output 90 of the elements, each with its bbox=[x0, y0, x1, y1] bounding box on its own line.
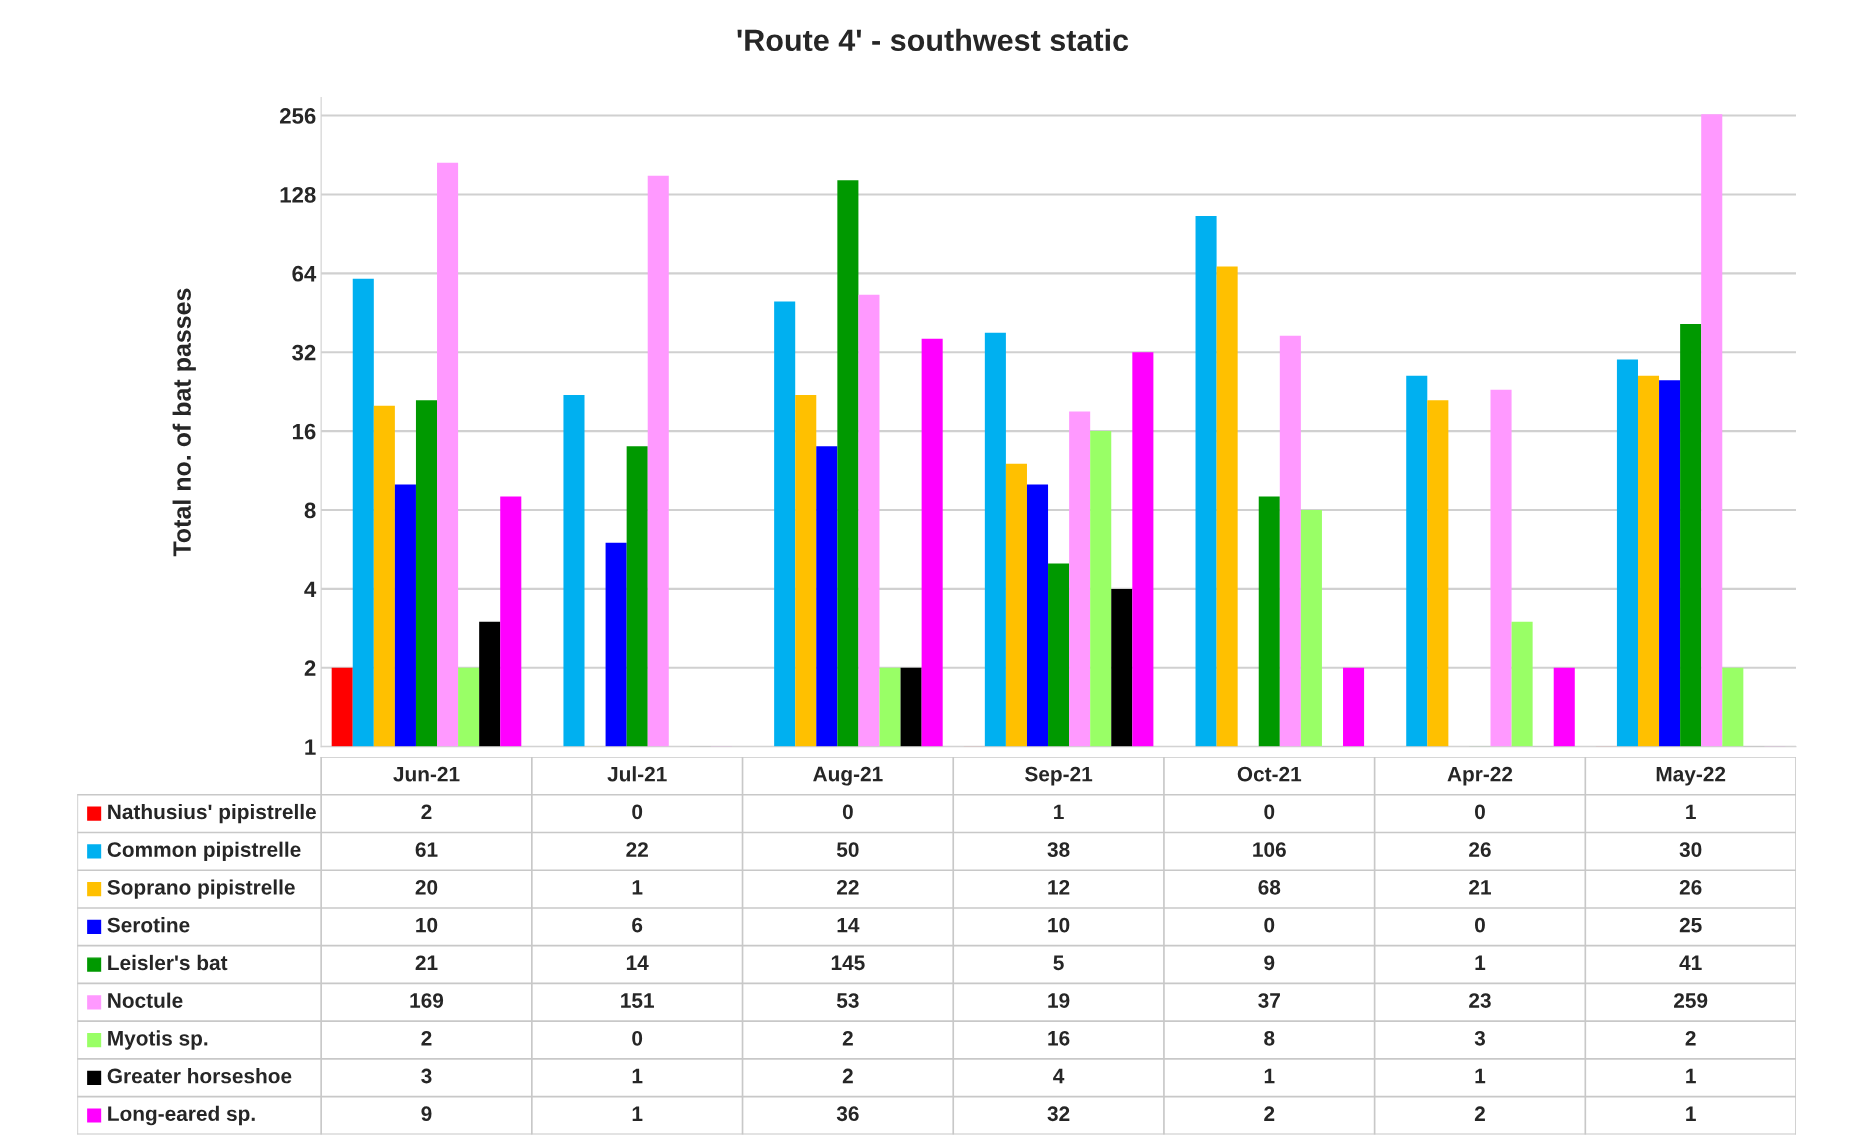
data-label: 38 bbox=[1047, 842, 1070, 857]
x-tick-label: Sep-21 bbox=[1025, 766, 1093, 786]
legend-label: Serotine bbox=[107, 917, 190, 933]
legend-label: Soprano pipistrelle bbox=[107, 879, 295, 899]
data-label: 23 bbox=[1469, 993, 1491, 1008]
x-tick-label: Jun-21 bbox=[393, 766, 460, 782]
text: 0 bbox=[1475, 804, 1485, 820]
data-label: 32 bbox=[1047, 1106, 1070, 1122]
data-label: 2 bbox=[842, 1068, 853, 1084]
data-label: 1 bbox=[1054, 804, 1064, 820]
data-label: 21 bbox=[415, 955, 438, 970]
data-label: 1 bbox=[1475, 955, 1486, 970]
data-label: 5 bbox=[1053, 955, 1064, 971]
data-label: 21 bbox=[1469, 879, 1491, 895]
legend-label: Myotis sp. bbox=[108, 1030, 208, 1050]
text: 0 bbox=[842, 804, 853, 820]
data-label: 37 bbox=[1258, 993, 1280, 1008]
y-tick-label: 128 bbox=[280, 186, 316, 203]
data-label: 19 bbox=[1048, 993, 1070, 1008]
data-label: 1 bbox=[1475, 1068, 1486, 1084]
y-tick-label: 64 bbox=[292, 265, 317, 282]
data-label: 145 bbox=[831, 955, 865, 971]
legend-label: Noctule bbox=[108, 992, 183, 1008]
data-label: 53 bbox=[836, 993, 859, 1008]
chart-title: 'Route 4' - southwest static bbox=[737, 28, 1129, 52]
data-label: 2 bbox=[1474, 1106, 1485, 1121]
data-label: 16 bbox=[1048, 1030, 1070, 1046]
data-label: 259 bbox=[1674, 993, 1708, 1008]
data-label: 9 bbox=[1264, 955, 1275, 971]
data-label: 12 bbox=[1048, 879, 1070, 895]
data-label: 2 bbox=[1264, 1106, 1275, 1121]
data-label: 25 bbox=[1679, 917, 1702, 933]
data-label: 50 bbox=[836, 842, 859, 857]
data-label: 1 bbox=[632, 1106, 643, 1121]
data-label: 10 bbox=[1048, 917, 1070, 933]
data-label: 26 bbox=[1469, 842, 1491, 857]
data-label: 9 bbox=[421, 1106, 432, 1122]
data-label: 2 bbox=[842, 1030, 853, 1046]
data-label: 14 bbox=[837, 917, 860, 933]
data-label: 106 bbox=[1253, 842, 1286, 857]
text: 0 bbox=[1264, 917, 1275, 933]
text: 0 bbox=[1264, 804, 1275, 820]
data-label: 22 bbox=[837, 879, 859, 895]
data-label: 20 bbox=[415, 879, 438, 895]
legend-label: Leisler's bat bbox=[108, 954, 228, 971]
data-label: 1 bbox=[1264, 1068, 1275, 1084]
x-tick-label: Oct-21 bbox=[1237, 766, 1302, 782]
y-tick-label: 256 bbox=[279, 108, 316, 124]
y-tick-label: 16 bbox=[292, 423, 316, 440]
x-tick-label: Apr-22 bbox=[1447, 766, 1513, 786]
data-label: 68 bbox=[1258, 879, 1281, 895]
data-label: 4 bbox=[1053, 1068, 1065, 1084]
legend-label: Common pipistrelle bbox=[107, 841, 301, 862]
data-label: 10 bbox=[416, 917, 438, 933]
data-label: 22 bbox=[626, 842, 648, 857]
x-tick-label: Aug-21 bbox=[813, 766, 883, 786]
x-tick-label: Jul-21 bbox=[607, 766, 667, 782]
text: 0 bbox=[1475, 917, 1485, 933]
data-label: 2 bbox=[421, 804, 432, 820]
data-label: 8 bbox=[1264, 1030, 1275, 1046]
data-label: 3 bbox=[421, 1068, 432, 1084]
data-label: 2 bbox=[421, 1030, 432, 1046]
y-tick-label: 1 bbox=[305, 739, 316, 755]
data-label: 14 bbox=[626, 955, 649, 970]
y-axis-title: Total no. of bat passes bbox=[172, 288, 196, 557]
data-label: 61 bbox=[415, 842, 438, 857]
text: 0 bbox=[632, 1030, 643, 1046]
legend-label: Greater horseshoe bbox=[107, 1068, 292, 1084]
data-label: 1 bbox=[1686, 1068, 1696, 1084]
y-tick-label: 4 bbox=[304, 581, 317, 597]
y-tick-label: 2 bbox=[304, 660, 316, 676]
data-label: 26 bbox=[1679, 879, 1702, 895]
data-label: 3 bbox=[1474, 1030, 1486, 1046]
x-tick-label: May-22 bbox=[1656, 766, 1726, 786]
data-label: 6 bbox=[632, 917, 643, 933]
data-label: 1 bbox=[632, 1068, 643, 1084]
data-label: 151 bbox=[621, 993, 654, 1008]
data-label: 1 bbox=[1686, 1106, 1696, 1121]
data-label: 30 bbox=[1679, 842, 1702, 857]
legend-label: Long-eared sp. bbox=[108, 1105, 255, 1126]
y-tick-label: 32 bbox=[292, 344, 316, 361]
data-label: 1 bbox=[632, 880, 643, 895]
legend-label: Nathusius' pipistrelle bbox=[108, 803, 316, 824]
data-label: 36 bbox=[836, 1106, 859, 1122]
data-label: 41 bbox=[1679, 955, 1702, 970]
data-label: 2 bbox=[1685, 1030, 1696, 1046]
data-label: 169 bbox=[410, 993, 444, 1008]
data-label: 1 bbox=[1686, 804, 1696, 820]
text: 0 bbox=[632, 804, 643, 820]
y-tick-label: 8 bbox=[304, 502, 316, 519]
